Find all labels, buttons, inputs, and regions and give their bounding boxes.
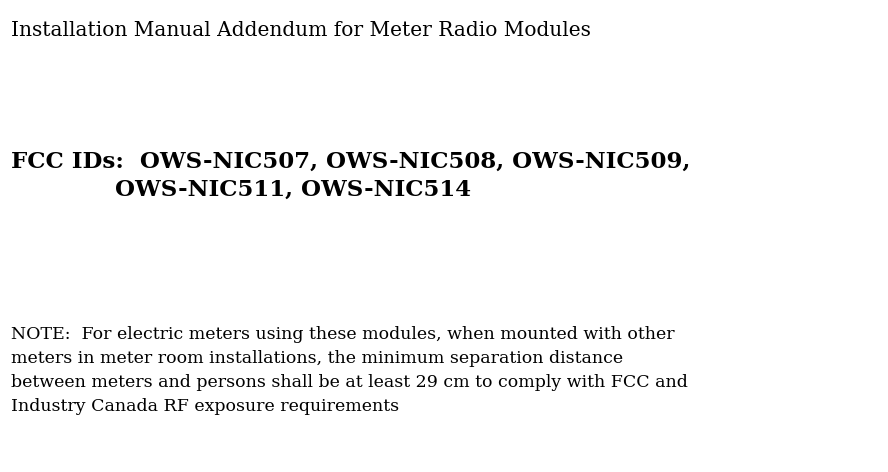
Text: NOTE:  For electric meters using these modules, when mounted with other
meters i: NOTE: For electric meters using these mo…	[11, 326, 687, 415]
Text: Installation Manual Addendum for Meter Radio Modules: Installation Manual Addendum for Meter R…	[11, 21, 591, 40]
Text: FCC IDs:  OWS-NIC507, OWS-NIC508, OWS-NIC509,
             OWS-NIC511, OWS-NIC51: FCC IDs: OWS-NIC507, OWS-NIC508, OWS-NIC…	[11, 151, 690, 201]
